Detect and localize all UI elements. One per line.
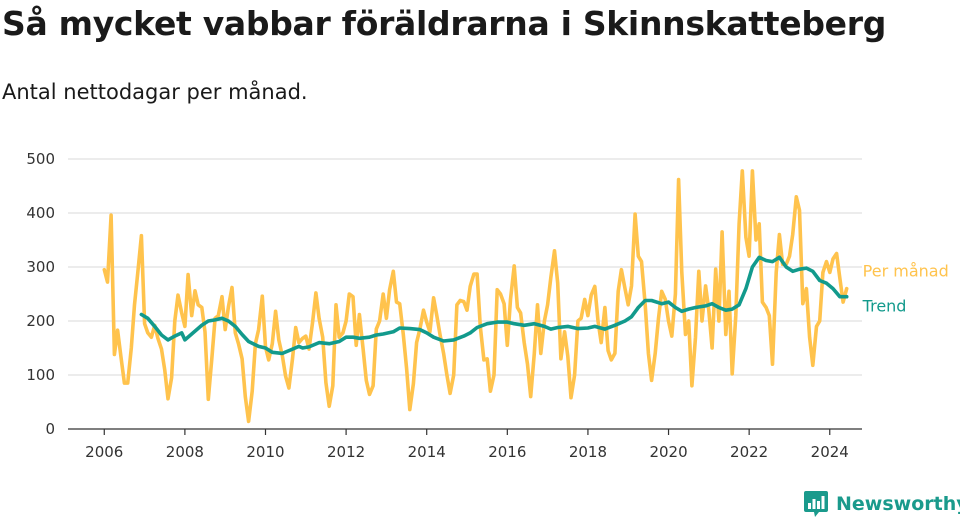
x-tick-label: 2014 bbox=[408, 443, 446, 461]
series-line-per-manad bbox=[102, 169, 849, 424]
x-tick-label: 2024 bbox=[811, 443, 849, 461]
series-line-trend bbox=[139, 255, 849, 356]
y-tick-label: 0 bbox=[45, 420, 55, 438]
legend-label-trend: Trend bbox=[862, 297, 907, 316]
series-lines bbox=[102, 169, 849, 424]
y-tick-label: 300 bbox=[26, 258, 55, 276]
x-tick-label: 2012 bbox=[327, 443, 365, 461]
newsworthy-logo-icon bbox=[804, 491, 828, 517]
x-tick-label: 2008 bbox=[166, 443, 204, 461]
chart-subtitle: Antal nettodagar per månad. bbox=[2, 80, 308, 104]
y-tick-label: 100 bbox=[26, 366, 55, 384]
brand-name: Newsworthy bbox=[836, 493, 960, 515]
x-tick-label: 2018 bbox=[569, 443, 607, 461]
y-tick-label: 200 bbox=[26, 312, 55, 330]
x-tick-label: 2010 bbox=[246, 443, 284, 461]
y-tick-label: 500 bbox=[26, 150, 55, 168]
chart-title: Så mycket vabbar föräldrarna i Skinnskat… bbox=[2, 4, 887, 43]
x-tick-label: 2022 bbox=[730, 443, 768, 461]
x-tick-label: 2016 bbox=[488, 443, 526, 461]
y-axis-labels: 0 100 200 300 400 500 bbox=[26, 150, 55, 438]
x-tick-label: 2006 bbox=[85, 443, 123, 461]
legend: Per månad Trend bbox=[862, 262, 949, 316]
brand-logo: Newsworthy bbox=[803, 488, 960, 520]
y-tick-label: 400 bbox=[26, 204, 55, 222]
x-axis: 2006 2008 2010 2012 2014 2016 2018 2020 2022 2024 bbox=[68, 428, 862, 461]
x-tick-label: 2020 bbox=[649, 443, 687, 461]
legend-label-per-manad: Per månad bbox=[863, 262, 949, 281]
